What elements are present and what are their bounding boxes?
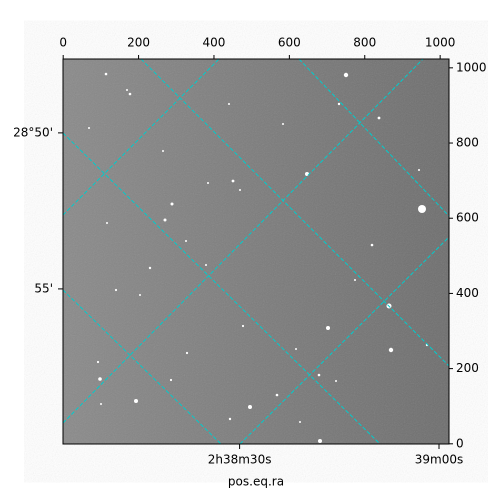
coordinate-grid bbox=[62, 58, 450, 445]
y-tick-label: 0 bbox=[456, 436, 464, 450]
image bbox=[63, 59, 449, 444]
grid-line bbox=[298, 58, 450, 217]
grid-line bbox=[140, 58, 450, 367]
y-tick-label: 200 bbox=[456, 361, 479, 375]
x-axis-label: pos.eq.ra bbox=[228, 475, 284, 489]
world-x-tick-label: 39m00s bbox=[415, 453, 463, 467]
y-tick-label: 400 bbox=[456, 286, 479, 300]
x-tick-label: 600 bbox=[278, 36, 301, 50]
world-y-tick-label: 28°50' bbox=[13, 125, 53, 139]
y-tick-label: 600 bbox=[456, 211, 479, 225]
x-tick-label: 200 bbox=[127, 36, 150, 50]
stars bbox=[88, 72, 429, 443]
x-tick-label: 0 bbox=[59, 36, 67, 50]
image-noise bbox=[63, 59, 449, 444]
y-tick-label: 1000 bbox=[456, 60, 487, 74]
world-x-tick-label: 2h38m30s bbox=[208, 453, 272, 467]
grid-line bbox=[62, 58, 424, 424]
grid-line bbox=[239, 236, 450, 445]
axes-frame bbox=[62, 58, 450, 445]
x-tick-label: 800 bbox=[353, 36, 376, 50]
world-y-tick-label: 55' bbox=[34, 281, 53, 295]
y-tick-label: 800 bbox=[456, 136, 479, 150]
grid-line bbox=[62, 58, 220, 216]
x-tick-label: 400 bbox=[203, 36, 226, 50]
x-tick-label: 1000 bbox=[425, 36, 456, 50]
grid-line bbox=[62, 289, 222, 445]
grid-line bbox=[62, 132, 381, 445]
